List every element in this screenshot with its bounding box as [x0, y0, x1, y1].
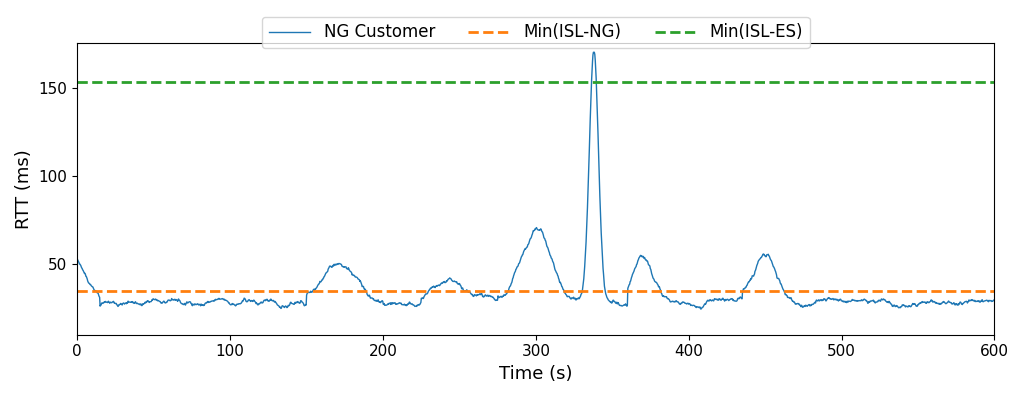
- NG Customer: [963, 298, 975, 302]
- NG Customer: [493, 295, 505, 300]
- Legend: NG Customer, Min(ISL-NG), Min(ISL-ES): NG Customer, Min(ISL-NG), Min(ISL-ES): [262, 17, 810, 48]
- Y-axis label: RTT (ms): RTT (ms): [15, 149, 33, 229]
- NG Customer: [795, 303, 807, 308]
- Min(ISL-NG): [71, 288, 83, 293]
- Min(ISL-ES): [73, 80, 85, 85]
- NG Customer: [988, 298, 1000, 303]
- NG Customer: [588, 50, 600, 55]
- NG Customer: [71, 256, 83, 261]
- X-axis label: Time (s): Time (s): [499, 365, 572, 383]
- Line: NG Customer: NG Customer: [77, 52, 994, 309]
- NG Customer: [517, 251, 529, 256]
- NG Customer: [694, 307, 707, 312]
- Min(ISL-ES): [71, 80, 83, 85]
- Min(ISL-NG): [73, 288, 85, 293]
- NG Customer: [118, 301, 130, 306]
- NG Customer: [963, 299, 975, 304]
